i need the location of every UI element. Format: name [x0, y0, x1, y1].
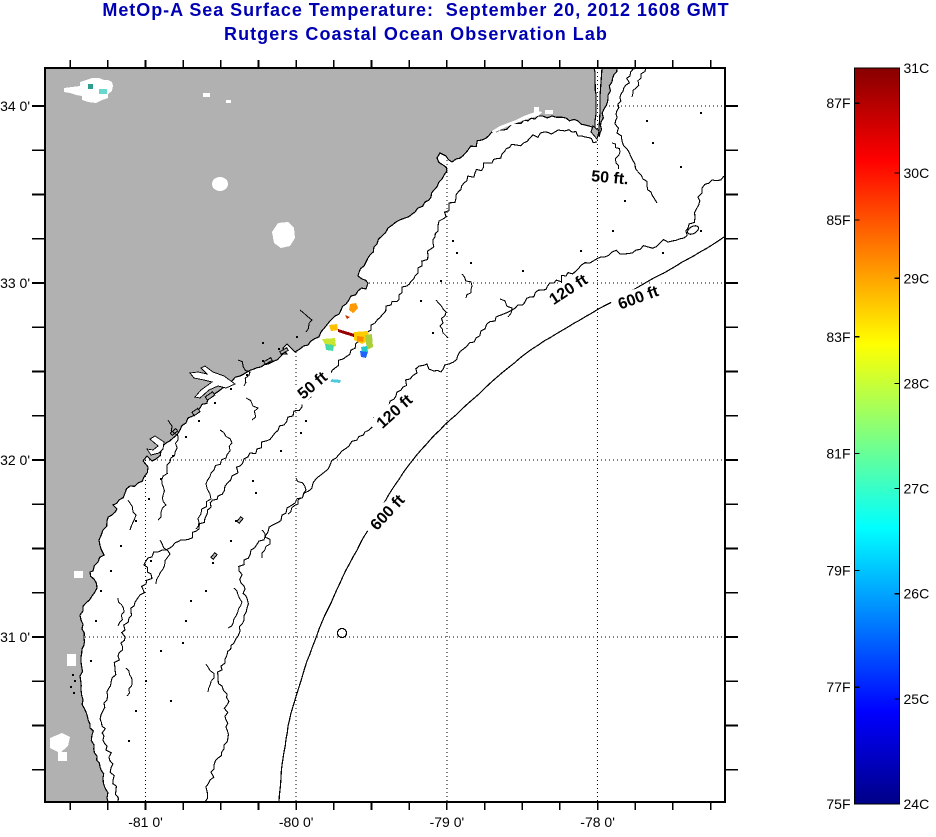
svg-text:75F: 75F: [826, 796, 850, 812]
svg-text:27C: 27C: [904, 481, 930, 497]
svg-text:MetOp-A Sea Surface Temperatur: MetOp-A Sea Surface Temperature: Septemb…: [102, 0, 729, 20]
svg-text:-80 0': -80 0': [279, 814, 314, 830]
svg-text:33 0': 33 0': [0, 275, 30, 291]
svg-text:31 0': 31 0': [0, 629, 30, 645]
svg-text:-79 0': -79 0': [430, 814, 465, 830]
svg-text:28C: 28C: [904, 375, 930, 391]
svg-text:77F: 77F: [826, 679, 850, 695]
svg-text:81F: 81F: [826, 446, 850, 462]
svg-text:29C: 29C: [904, 270, 930, 286]
svg-text:30C: 30C: [904, 165, 930, 181]
svg-text:26C: 26C: [904, 586, 930, 602]
svg-text:Rutgers Coastal Ocean Observat: Rutgers Coastal Ocean Observation Lab: [224, 24, 608, 44]
svg-text:31C: 31C: [904, 60, 930, 76]
svg-text:-78 0': -78 0': [580, 814, 615, 830]
svg-text:25C: 25C: [904, 691, 930, 707]
svg-text:24C: 24C: [904, 796, 930, 812]
svg-text:83F: 83F: [826, 329, 850, 345]
svg-text:32 0': 32 0': [0, 452, 30, 468]
svg-text:87F: 87F: [826, 95, 850, 111]
svg-text:50 ft.: 50 ft.: [591, 168, 630, 188]
svg-text:79F: 79F: [826, 562, 850, 578]
svg-text:85F: 85F: [826, 212, 850, 228]
svg-text:-81 0': -81 0': [128, 814, 163, 830]
svg-text:34 0': 34 0': [0, 98, 30, 114]
